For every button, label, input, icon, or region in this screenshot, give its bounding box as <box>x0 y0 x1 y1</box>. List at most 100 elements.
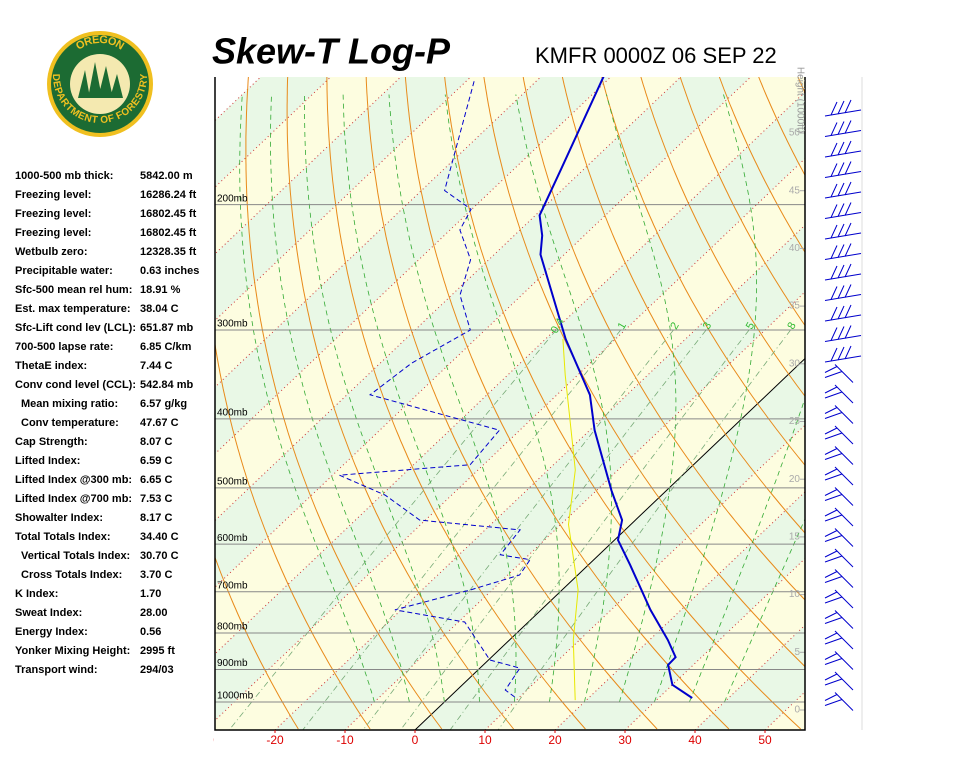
x-tick-label: 20 <box>548 733 562 747</box>
barb-feather <box>824 473 843 481</box>
barb-feather <box>837 162 845 176</box>
index-value: 16802.45 ft <box>140 227 197 239</box>
mixing-ratio-label: 3 <box>701 320 714 331</box>
barb-feather <box>844 345 852 360</box>
index-label: Freezing level: <box>15 189 91 201</box>
barb-feather <box>824 591 838 599</box>
index-value: 34.40 C <box>140 531 179 543</box>
barb-staff <box>834 507 854 527</box>
barb-staff <box>834 487 854 506</box>
barb-feather <box>824 617 843 624</box>
dry-adiabat <box>404 77 730 730</box>
index-value: 3.70 C <box>140 569 172 581</box>
wind-barb <box>824 345 862 363</box>
index-label: Mean mixing ratio: <box>21 398 118 410</box>
x-ticks: -30 -20 -10 0 10 20 30 40 50 <box>213 730 772 747</box>
moist-adiabat <box>724 517 805 703</box>
index-value: 18.91 % <box>140 284 181 296</box>
index-label: Precipitable water: <box>15 265 113 277</box>
index-value: 651.87 mb <box>140 322 193 334</box>
barb-feather <box>824 514 843 522</box>
barb-feather <box>824 494 843 501</box>
moist-adiabat <box>606 94 677 703</box>
barb-feather <box>830 286 838 300</box>
isotherm-band <box>215 91 805 721</box>
barb-staff <box>834 589 854 609</box>
mixing-ratio-label: 5 <box>744 320 757 331</box>
index-value: 8.07 C <box>140 436 172 448</box>
wind-barb <box>824 589 854 609</box>
wind-barb <box>824 446 854 465</box>
pressure-label: 400mb <box>217 408 248 419</box>
height-tick-label: 20 <box>789 474 801 485</box>
wind-barb <box>824 466 854 486</box>
barb-feather <box>844 243 852 257</box>
index-label: K Index: <box>15 588 58 600</box>
wind-barb <box>824 140 862 158</box>
index-value: 542.84 mb <box>140 379 193 391</box>
wind-barb <box>824 384 854 404</box>
index-value: 7.44 C <box>140 360 172 372</box>
wind-barb <box>824 671 854 691</box>
barb-feather <box>830 265 838 280</box>
wind-barb <box>824 528 854 547</box>
moist-adiabat <box>239 94 375 703</box>
barb-feather <box>844 161 852 175</box>
barb-feather <box>830 204 838 218</box>
index-value: 294/03 <box>140 664 174 676</box>
barb-feather <box>824 576 843 583</box>
barb-feather <box>824 535 843 542</box>
moist-adiabat <box>444 94 560 703</box>
pressure-label: 800mb <box>217 622 248 633</box>
barb-feather <box>830 163 838 177</box>
logo: OREGON DEPARTMENT OF FORESTRY <box>47 31 153 137</box>
index-value: 0.63 inches <box>140 265 199 277</box>
dry-adiabat <box>522 77 805 601</box>
dry-adiabat <box>640 77 805 398</box>
wind-barb <box>824 284 862 301</box>
logo-center <box>70 54 130 114</box>
barb-feather <box>824 448 838 455</box>
barb-staff <box>834 446 854 465</box>
dry-adiabat <box>286 77 514 730</box>
barb-feather <box>824 432 843 440</box>
index-label: Freezing level: <box>15 208 91 220</box>
barb-feather <box>824 468 838 476</box>
wind-barb <box>824 202 862 219</box>
barb-feather <box>824 427 838 435</box>
index-label: Sfc-500 mean rel hum: <box>15 284 132 296</box>
barb-feather <box>824 412 843 419</box>
dry-adiabat <box>601 77 805 467</box>
wind-barb <box>824 243 862 260</box>
index-value: 6.59 C <box>140 455 172 467</box>
wind-barb <box>824 651 854 670</box>
height-tick-label: 25 <box>789 416 801 427</box>
profile-line <box>562 339 579 701</box>
plot-area <box>215 77 805 730</box>
wind-barb <box>824 569 854 588</box>
barb-feather <box>824 612 838 619</box>
wind-barb <box>824 364 854 383</box>
station: KMFR 0000Z 06 SEP 22 <box>535 43 777 68</box>
height-tick-label: 10 <box>789 589 801 600</box>
wind-barb <box>824 181 862 199</box>
x-tick-label: 10 <box>478 733 492 747</box>
barb-feather <box>824 673 838 681</box>
dry-adiabat <box>215 341 371 730</box>
barb-staff <box>834 610 854 629</box>
height-tick-label: 15 <box>789 532 801 543</box>
barb-staff <box>834 671 854 691</box>
barb-feather <box>824 453 843 460</box>
height-axis-label: Height (1000ft) <box>794 67 805 133</box>
wind-barb <box>824 161 862 178</box>
mixing-ratio-line <box>497 329 791 730</box>
height-tick-label: 5 <box>794 647 800 658</box>
index-label: 700-500 lapse rate: <box>15 341 113 353</box>
barb-feather <box>824 571 838 578</box>
height-tick-label: 30 <box>789 358 801 369</box>
barb-feather <box>824 509 838 517</box>
wind-barb <box>824 630 854 650</box>
x-tick-label: 50 <box>758 733 772 747</box>
mixing-ratio-line <box>228 329 557 730</box>
